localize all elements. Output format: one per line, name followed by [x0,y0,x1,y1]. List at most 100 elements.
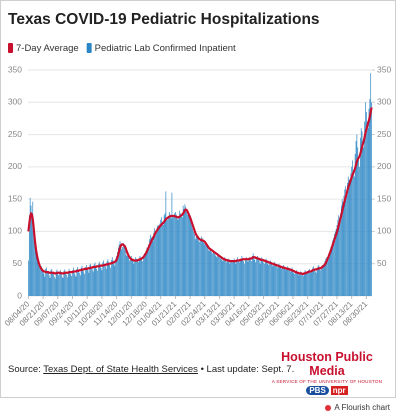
bar [258,260,260,296]
bar [205,241,206,296]
bar [335,228,337,296]
bar [85,266,86,296]
bar [95,266,97,296]
bar [175,214,177,296]
bar [134,259,136,296]
bar [208,250,210,296]
bar [317,266,319,296]
bar [45,268,47,296]
bar [84,274,85,296]
bar [341,199,343,296]
bar [300,271,302,296]
bar [177,219,179,296]
bar [108,262,110,296]
bar [345,186,346,296]
brand-logo: Houston Public Media A SERVICE OF THE UN… [262,350,392,395]
bar [253,257,255,296]
bar [194,234,195,296]
bar [49,277,51,296]
bar [229,263,231,296]
bar [216,257,218,296]
bar [47,272,49,296]
source-line: Source: Texas Dept. of State Health Serv… [8,364,294,375]
npr-logo: npr [330,386,348,395]
bar [249,257,251,296]
bar [293,272,295,296]
bar [157,224,159,296]
bar [322,266,324,296]
bar [204,244,206,296]
brand-name: Houston Public Media [281,350,373,378]
bar [106,261,108,296]
bar [353,170,354,296]
bar [366,111,367,296]
bar [203,243,205,296]
bar [172,215,174,296]
bar [169,214,171,296]
source-link[interactable]: Texas Dept. of State Health Services [43,364,198,375]
bar [255,262,257,296]
bar [154,228,155,296]
bar [328,255,329,296]
y2-tick-label: 50 [377,258,387,268]
bar [288,268,289,296]
bar [147,249,149,296]
bar [130,255,132,296]
bar [221,259,223,296]
y2-tick-label: 350 [377,64,391,74]
bar [63,270,65,296]
bar [283,265,284,296]
bar [227,258,229,296]
bar [321,265,323,296]
brand-tagline: A SERVICE OF THE UNIVERSITY OF HOUSTON [271,379,383,384]
bar [98,261,100,296]
bar [332,240,334,296]
bar [284,268,286,296]
bar [73,271,75,296]
bar [347,183,348,296]
bar [239,260,241,296]
bar [97,270,98,296]
bar [93,264,95,296]
bar [311,270,313,296]
bar [168,215,169,296]
bar [325,258,327,296]
bar [369,99,371,296]
bar [215,255,217,296]
bar [193,231,194,296]
bar [111,259,112,296]
bar [358,157,359,296]
bar [220,255,222,296]
bar [144,254,146,296]
bar [181,217,183,296]
bar [308,270,309,296]
bar [259,263,261,296]
bar [165,191,167,296]
bar [266,261,268,296]
bar [164,213,166,296]
bar [344,189,346,296]
flourish-credit[interactable]: A Flourish chart [325,403,390,412]
bar [218,254,219,296]
bar [192,228,193,296]
bar [111,257,113,296]
bar [132,261,134,296]
bar [46,267,47,296]
partner-logos: PBS npr [262,386,392,395]
bar [42,270,44,296]
bar [207,249,209,296]
bar [148,244,149,296]
bar [118,244,120,296]
bar [179,210,181,296]
bar [80,267,82,296]
bar [242,258,244,296]
bar [315,271,316,296]
bar [178,215,180,296]
bar [150,237,152,296]
bar [226,260,228,296]
bar [64,269,66,296]
bar [219,258,221,296]
bar [366,121,368,297]
bar [196,234,198,296]
bar [315,272,317,296]
